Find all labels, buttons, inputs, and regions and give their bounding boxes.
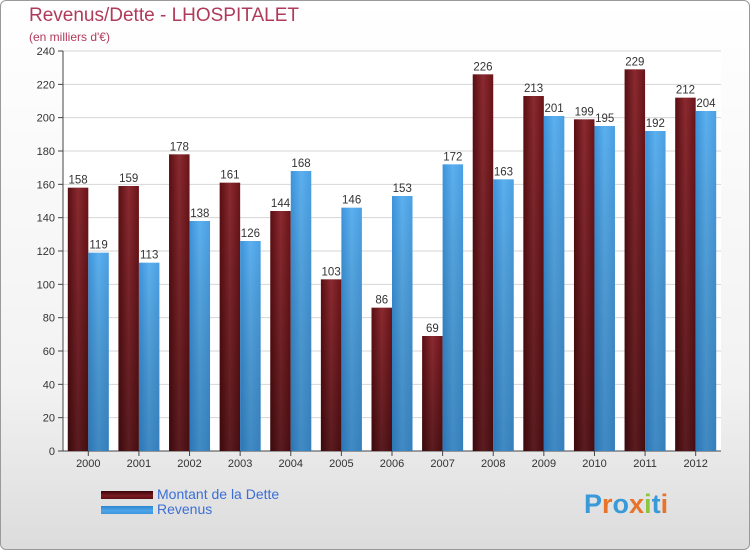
- bar-shade-revenue: [392, 196, 413, 451]
- data-label-debt: 159: [119, 173, 138, 185]
- x-tick-label: 2007: [430, 458, 454, 470]
- data-label-debt: 226: [473, 61, 492, 73]
- bar-shade-debt: [573, 119, 595, 451]
- logo-letter: t: [651, 489, 661, 519]
- bar-shade-revenue: [290, 171, 312, 451]
- y-tick-label: 180: [37, 146, 55, 158]
- bar-shade-debt: [169, 154, 190, 452]
- data-label-revenue: 172: [443, 151, 462, 163]
- legend-label-debt: Montant de la Dette: [157, 486, 280, 502]
- logo-letter: r: [602, 489, 613, 519]
- x-tick-label: 2001: [127, 458, 151, 470]
- logo-letter: o: [612, 489, 630, 519]
- data-label-debt: 199: [575, 106, 594, 118]
- bar-shade-revenue: [493, 179, 514, 452]
- bar-shade-debt: [219, 182, 241, 451]
- data-label-revenue: 192: [646, 118, 665, 130]
- legend-swatch-debt: [101, 491, 153, 499]
- data-label-debt: 69: [426, 323, 439, 335]
- bar-shade-debt: [320, 279, 342, 451]
- y-tick-label: 140: [37, 213, 55, 225]
- y-tick-label: 240: [37, 46, 55, 58]
- y-tick-label: 20: [43, 413, 55, 425]
- bar-shade-revenue: [138, 262, 160, 451]
- bar-shade-debt: [472, 74, 494, 451]
- x-tick-label: 2003: [228, 458, 252, 470]
- y-tick-label: 120: [37, 246, 55, 258]
- bar-shade-revenue: [341, 207, 362, 451]
- bar-shade-revenue: [442, 164, 464, 452]
- chart-subtitle: (en milliers d'€): [29, 30, 110, 44]
- data-label-revenue: 195: [595, 113, 614, 125]
- x-tick-label: 2010: [582, 458, 606, 470]
- data-label-revenue: 168: [291, 158, 310, 170]
- data-label-debt: 158: [68, 175, 87, 187]
- data-label-revenue: 204: [696, 98, 716, 110]
- bar-shade-revenue: [240, 241, 261, 451]
- x-tick-label: 2000: [76, 458, 100, 470]
- x-tick-label: 2009: [532, 458, 556, 470]
- y-tick-label: 100: [37, 279, 55, 291]
- x-tick-label: 2006: [380, 458, 404, 470]
- bar-shade-debt: [523, 96, 544, 451]
- logo-letter: P: [584, 489, 603, 519]
- data-label-debt: 213: [524, 83, 543, 95]
- data-label-debt: 144: [271, 198, 291, 210]
- logo-letter: i: [660, 489, 669, 519]
- bar-shade-debt: [624, 69, 646, 451]
- y-tick-label: 0: [49, 446, 55, 458]
- data-label-debt: 178: [170, 141, 189, 153]
- data-label-revenue: 126: [241, 228, 260, 240]
- x-tick-label: 2002: [177, 458, 201, 470]
- y-tick-label: 60: [43, 346, 55, 358]
- data-label-debt: 229: [625, 56, 644, 68]
- bar-shade-debt: [422, 336, 443, 451]
- y-tick-label: 160: [37, 179, 55, 191]
- logo-letter: x: [629, 489, 645, 519]
- data-label-debt: 103: [322, 266, 341, 278]
- bar-shade-revenue: [645, 131, 666, 451]
- data-label-revenue: 119: [89, 240, 107, 252]
- bar-shade-revenue: [189, 221, 211, 451]
- bar-shade-debt: [118, 186, 139, 451]
- y-tick-label: 40: [43, 379, 55, 391]
- bar-shade-debt: [675, 97, 696, 452]
- data-label-debt: 212: [676, 85, 695, 97]
- data-label-revenue: 138: [190, 208, 209, 220]
- bar-shade-revenue: [88, 252, 109, 451]
- proxiti-logo: Proxiti: [584, 489, 668, 520]
- data-label-revenue: 113: [140, 250, 158, 262]
- x-tick-label: 2004: [279, 458, 303, 470]
- legend-swatch-revenue: [101, 506, 153, 514]
- bar-shade-debt: [270, 211, 291, 451]
- y-tick-label: 80: [43, 313, 55, 325]
- data-label-debt: 161: [220, 170, 239, 182]
- x-tick-label: 2005: [329, 458, 353, 470]
- x-tick-label: 2011: [633, 458, 657, 470]
- data-label-revenue: 163: [494, 166, 513, 178]
- bar-shade-revenue: [543, 116, 565, 451]
- bar-shade-debt: [371, 307, 392, 451]
- bar-shade-revenue: [695, 111, 717, 451]
- data-label-revenue: 153: [393, 183, 412, 195]
- x-tick-label: 2012: [683, 458, 707, 470]
- data-label-debt: 86: [375, 295, 388, 307]
- bar-shade-revenue: [594, 126, 615, 451]
- logo-letter: i: [644, 489, 652, 519]
- data-label-revenue: 146: [342, 195, 361, 207]
- data-label-revenue: 201: [545, 103, 564, 115]
- bar-shade-debt: [67, 187, 89, 451]
- y-tick-label: 220: [37, 79, 55, 91]
- chart-title: Revenus/Dette - LHOSPITALET: [29, 5, 299, 26]
- x-tick-label: 2008: [481, 458, 505, 470]
- y-tick-label: 200: [37, 113, 55, 125]
- legend-label-revenue: Revenus: [157, 501, 213, 517]
